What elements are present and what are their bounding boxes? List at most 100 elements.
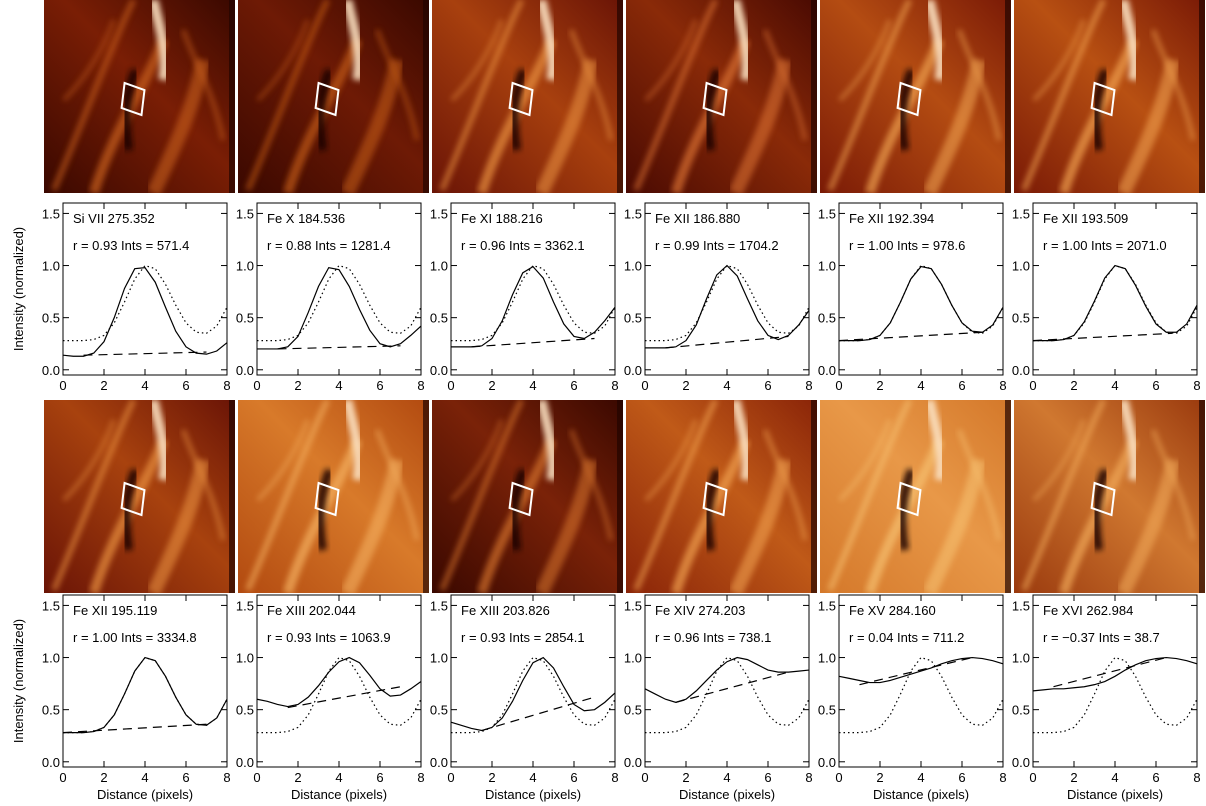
image-streak <box>923 458 987 593</box>
panel-annotation: r = 1.00 Ints = 978.6 <box>849 238 965 253</box>
y-tick-label: 0.5 <box>236 703 254 718</box>
dotted-line <box>839 656 1004 734</box>
x-tick-label: 4 <box>723 770 730 785</box>
y-tick-label: 1.0 <box>1012 259 1030 274</box>
region-box <box>702 81 728 117</box>
image-streak <box>315 468 334 551</box>
image-edge <box>1005 0 1011 193</box>
x-axis-label: Distance (pixels) <box>1067 787 1163 802</box>
y-tick-label: 1.0 <box>624 651 642 666</box>
x-tick-label: 0 <box>641 770 648 785</box>
image-streak <box>762 29 808 141</box>
dashed-line <box>665 335 789 349</box>
x-tick-label: 8 <box>999 378 1006 393</box>
solid-line <box>63 656 228 734</box>
dashed-line <box>83 351 207 356</box>
image-streak <box>342 0 364 81</box>
solid-line <box>1032 656 1198 692</box>
y-tick-label: 0.5 <box>430 311 448 326</box>
image-streak <box>1150 429 1196 541</box>
x-axis-label: Distance (pixels) <box>873 787 969 802</box>
panel-title: Fe XII 195.119 <box>73 603 157 618</box>
image-streak <box>342 400 364 481</box>
region-box <box>508 81 534 117</box>
image-edge <box>1005 400 1011 593</box>
x-tick-label: 2 <box>488 378 495 393</box>
x-tick-label: 4 <box>335 770 342 785</box>
x-tick-label: 4 <box>335 378 342 393</box>
image-streak <box>439 400 525 592</box>
y-tick-label: 0.5 <box>42 311 60 326</box>
image-streak <box>762 429 808 541</box>
y-tick-label: 1.0 <box>430 259 448 274</box>
y-tick-label: 0.0 <box>42 755 60 770</box>
x-tick-label: 0 <box>59 378 66 393</box>
image-streak <box>180 429 226 541</box>
image-streak <box>1118 0 1140 81</box>
y-tick-label: 0.0 <box>430 755 448 770</box>
image-edge <box>1199 0 1205 193</box>
image-streak <box>730 400 752 481</box>
image-streak <box>341 458 405 593</box>
panel-title: Fe XIII 203.826 <box>461 603 550 618</box>
x-tick-label: 4 <box>141 770 148 785</box>
y-tick-label: 0.0 <box>430 363 448 378</box>
image-streak <box>148 400 170 481</box>
solid-line <box>839 265 1004 342</box>
image-edge <box>617 0 623 193</box>
image-streak <box>147 458 211 593</box>
panel-annotation: r = 1.00 Ints = 3334.8 <box>73 630 197 645</box>
x-tick-label: 8 <box>611 770 618 785</box>
plot-frame <box>450 594 616 768</box>
x-tick-label: 0 <box>835 770 842 785</box>
image-streak <box>315 68 334 151</box>
image-streak <box>703 468 722 551</box>
dotted-line <box>1033 656 1198 734</box>
image-edge <box>617 400 623 593</box>
y-tick-label: 0.5 <box>430 703 448 718</box>
region-box <box>896 81 922 117</box>
y-tick-label: 1.0 <box>42 651 60 666</box>
y-tick-label: 0.0 <box>624 363 642 378</box>
x-tick-label: 0 <box>253 378 260 393</box>
y-tick-label: 0.0 <box>236 755 254 770</box>
image-streak <box>827 0 913 192</box>
image-streak <box>827 400 913 592</box>
x-tick-label: 8 <box>1193 770 1200 785</box>
x-tick-label: 6 <box>376 770 383 785</box>
solid-line <box>62 266 228 357</box>
region-box <box>314 481 340 517</box>
image-streak <box>256 419 310 502</box>
x-tick-label: 6 <box>182 378 189 393</box>
image-streak <box>897 468 916 551</box>
panel-annotation: r = 0.04 Ints = 711.2 <box>849 630 964 645</box>
x-tick-label: 2 <box>1070 770 1077 785</box>
y-tick-label: 1.5 <box>818 206 836 221</box>
x-axis-label: Distance (pixels) <box>291 787 387 802</box>
image-streak <box>245 0 331 192</box>
x-tick-label: 2 <box>876 378 883 393</box>
y-tick-label: 1.5 <box>624 206 642 221</box>
image-streak <box>838 419 892 502</box>
image-streak <box>256 19 310 102</box>
y-tick-label: 0.0 <box>818 363 836 378</box>
region-box <box>120 481 146 517</box>
x-tick-label: 8 <box>1193 378 1200 393</box>
image-streak <box>956 29 1002 141</box>
image-streak <box>1021 400 1107 592</box>
y-tick-label: 1.5 <box>236 598 254 613</box>
image-streak <box>536 400 558 481</box>
plot-frame <box>450 202 616 376</box>
image-streak <box>180 29 226 141</box>
y-tick-label: 0.5 <box>1012 311 1030 326</box>
x-tick-label: 0 <box>835 378 842 393</box>
x-tick-label: 0 <box>59 770 66 785</box>
solar-image <box>1014 0 1205 193</box>
image-streak <box>729 58 793 193</box>
dashed-line <box>859 656 973 686</box>
image-streak <box>1118 400 1140 481</box>
image-streak <box>924 400 946 481</box>
image-streak <box>535 58 599 193</box>
image-edge <box>229 0 235 193</box>
